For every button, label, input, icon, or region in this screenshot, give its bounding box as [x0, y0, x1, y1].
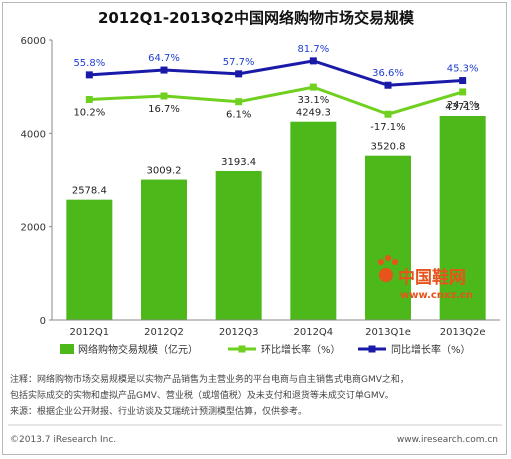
mom-growth-label: 10.2%	[73, 107, 105, 118]
x-tick-label: 2012Q3	[219, 327, 259, 338]
mom-growth-point	[459, 88, 467, 96]
mom-growth-point	[235, 98, 243, 106]
bar-value-label: 3520.8	[371, 142, 406, 153]
bar-series: 2578.4 3009.2 3193.4 4249.3 3520.8 4371.3	[66, 102, 486, 320]
bar	[66, 199, 113, 320]
yoy-growth-point	[235, 70, 243, 78]
x-tick-label: 2012Q2	[144, 327, 184, 338]
legend-mom-label: 环比增长率（%）	[261, 343, 341, 356]
yoy-growth-label: 57.7%	[223, 57, 255, 68]
footer-copyright: ©2013.7 iResearch Inc.	[10, 435, 116, 445]
mom-growth-label: 6.1%	[226, 110, 251, 121]
y-tick-label: 0	[40, 316, 46, 327]
bar-value-label: 3009.2	[147, 166, 182, 177]
bar	[215, 170, 262, 320]
chart-frame	[2, 2, 507, 455]
watermark-name: 中国鞋网	[398, 267, 466, 288]
mom-growth-label: 24.2%	[447, 100, 479, 111]
yoy-growth-point	[309, 57, 317, 65]
mom-growth-point	[160, 92, 168, 100]
mom-growth-label: 33.1%	[297, 95, 329, 106]
yoy-growth-label: 64.7%	[148, 53, 180, 64]
x-tick-label: 2012Q4	[293, 327, 333, 338]
bar-value-label: 4371.3	[445, 102, 480, 113]
chart-title: 2012Q1-2013Q2中国网络购物市场交易规模	[98, 9, 415, 27]
legend-bar-label: 网络购物交易规模（亿元）	[78, 343, 198, 356]
yoy-growth-line	[89, 59, 463, 87]
bar-value-label: 4249.3	[296, 108, 331, 119]
line-series: 10.2% 16.7% 6.1% 33.1% -17.1% 24.2% 55.8% 64.7%…	[73, 44, 478, 133]
shoe-logo-icon	[378, 255, 398, 282]
mom-growth-line	[89, 85, 464, 116]
yoy-growth-label: 45.3%	[447, 64, 479, 75]
y-tick-label: 6000	[21, 36, 46, 47]
yoy-growth-label: 36.6%	[372, 68, 404, 79]
yoy-growth-point	[459, 77, 467, 85]
yoy-growth-point	[384, 81, 392, 89]
watermark-logo: 中国鞋网 www.cnxz.cn	[378, 255, 473, 301]
yoy-growth-point	[160, 66, 168, 74]
bar	[365, 155, 411, 320]
notes: 注释：网络购物市场交易规模是以实物产品销售为主营业务的平台电商与自主销售式电商G…	[10, 373, 409, 417]
yoy-growth-point	[85, 71, 93, 79]
note-line-1: 注释：网络购物市场交易规模是以实物产品销售为主营业务的平台电商与自主销售式电商G…	[10, 373, 409, 385]
mom-growth-point	[384, 110, 392, 118]
legend-yoy-label: 同比增长率（%）	[391, 343, 471, 356]
legend-bar-swatch	[60, 344, 74, 354]
bar-value-label: 3193.4	[221, 157, 256, 168]
footer-website: www.iresearch.com.cn	[397, 435, 498, 445]
mom-growth-label: 16.7%	[148, 104, 180, 115]
y-tick-label: 2000	[21, 223, 46, 234]
yoy-growth-label: 55.8%	[73, 58, 105, 69]
legend: 网络购物交易规模（亿元） 环比增长率（%） 同比增长率（%）	[60, 343, 471, 356]
bar	[439, 116, 486, 320]
yoy-growth-label: 81.7%	[297, 44, 329, 55]
bar-value-label: 2578.4	[72, 186, 107, 197]
x-tick-label: 2013Q2e	[440, 327, 486, 338]
y-tick-label: 4000	[21, 129, 46, 140]
mom-growth-point	[85, 95, 93, 103]
x-tick-label: 2013Q1e	[365, 327, 411, 338]
legend-yoy-swatch-marker	[368, 345, 376, 353]
note-line-3: 来源：根据企业公开财报、行业访谈及艾瑞统计预测模型估算，仅供参考。	[10, 405, 307, 417]
x-axis: 2012Q1 2012Q2 2012Q3 2012Q4 2013Q1e 2013Q2e	[52, 319, 500, 338]
x-tick-label: 2012Q1	[69, 327, 109, 338]
watermark-url: www.cnxz.cn	[400, 290, 473, 301]
y-axis: 0 2000 4000 6000	[21, 36, 53, 327]
bar	[290, 121, 337, 320]
mom-growth-label: -17.1%	[370, 122, 405, 133]
legend-mom-swatch-marker	[238, 345, 246, 353]
bar	[141, 179, 187, 320]
mom-growth-point	[309, 83, 317, 91]
note-line-2: 包括实际成交的实物和虚拟产品GMV、营业税（或增值税）及未支付和退货等未成交订单…	[10, 389, 394, 401]
